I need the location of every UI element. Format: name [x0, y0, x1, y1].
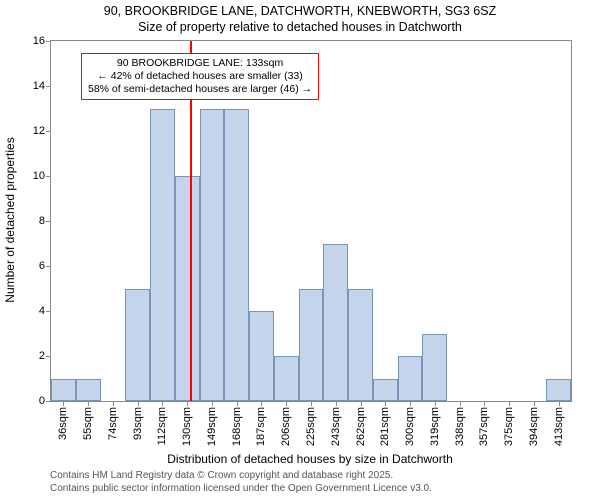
xtick-label: 55sqm: [82, 407, 94, 440]
attribution-line-1: Contains HM Land Registry data © Crown c…: [50, 470, 432, 483]
xtick-mark: [311, 401, 312, 406]
xtick-label: 281sqm: [379, 407, 391, 446]
ytick-label: 4: [39, 305, 45, 317]
histogram-bar: [546, 379, 571, 402]
ytick-mark: [46, 356, 51, 357]
ytick-label: 10: [33, 170, 45, 182]
ytick-mark: [46, 86, 51, 87]
xtick-label: 225sqm: [305, 407, 317, 446]
xtick-mark: [484, 401, 485, 406]
xtick-mark: [361, 401, 362, 406]
histogram-bar: [398, 356, 423, 401]
histogram-bar: [51, 379, 76, 402]
histogram-bar: [274, 356, 299, 401]
xtick-mark: [385, 401, 386, 406]
annotation-line: 58% of semi-detached houses are larger (…: [88, 83, 312, 96]
xtick-label: 413sqm: [553, 407, 565, 446]
ytick-mark: [46, 176, 51, 177]
ytick-mark: [46, 41, 51, 42]
xtick-label: 74sqm: [107, 407, 119, 440]
attribution-line-2: Contains public sector information licen…: [50, 483, 432, 496]
xtick-label: 206sqm: [280, 407, 292, 446]
ytick-label: 6: [39, 260, 45, 272]
xtick-mark: [286, 401, 287, 406]
xtick-mark: [113, 401, 114, 406]
xtick-label: 300sqm: [404, 407, 416, 446]
chart-titles: 90, BROOKBRIDGE LANE, DATCHWORTH, KNEBWO…: [0, 0, 600, 35]
ytick-mark: [46, 401, 51, 402]
attribution-text: Contains HM Land Registry data © Crown c…: [50, 470, 432, 495]
xtick-mark: [509, 401, 510, 406]
xtick-mark: [435, 401, 436, 406]
xtick-mark: [138, 401, 139, 406]
annotation-line: ← 42% of detached houses are smaller (33…: [88, 70, 312, 83]
ytick-label: 0: [39, 395, 45, 407]
xtick-label: 243sqm: [330, 407, 342, 446]
x-axis-label: Distribution of detached houses by size …: [50, 452, 570, 466]
xtick-mark: [212, 401, 213, 406]
histogram-bar: [373, 379, 398, 402]
histogram-bar: [422, 334, 447, 402]
ytick-mark: [46, 131, 51, 132]
xtick-label: 187sqm: [255, 407, 267, 446]
xtick-label: 36sqm: [57, 407, 69, 440]
title-line-2: Size of property relative to detached ho…: [0, 20, 600, 36]
xtick-label: 93sqm: [132, 407, 144, 440]
ytick-mark: [46, 311, 51, 312]
xtick-mark: [187, 401, 188, 406]
histogram-bar: [224, 109, 249, 402]
histogram-bar: [299, 289, 324, 402]
property-annotation: 90 BROOKBRIDGE LANE: 133sqm← 42% of deta…: [81, 53, 319, 100]
histogram-bar: [200, 109, 225, 402]
ytick-label: 12: [33, 125, 45, 137]
histogram-bar: [175, 176, 200, 401]
xtick-label: 394sqm: [528, 407, 540, 446]
xtick-label: 168sqm: [231, 407, 243, 446]
ytick-mark: [46, 266, 51, 267]
chart-container: 90, BROOKBRIDGE LANE, DATCHWORTH, KNEBWO…: [0, 0, 600, 500]
xtick-mark: [534, 401, 535, 406]
xtick-label: 338sqm: [454, 407, 466, 446]
y-axis-label: Number of detached properties: [3, 137, 17, 302]
xtick-mark: [410, 401, 411, 406]
plot-area: 024681012141636sqm55sqm74sqm93sqm112sqm1…: [50, 40, 572, 402]
xtick-label: 319sqm: [429, 407, 441, 446]
xtick-label: 149sqm: [206, 407, 218, 446]
xtick-label: 357sqm: [478, 407, 490, 446]
xtick-mark: [237, 401, 238, 406]
histogram-bar: [150, 109, 175, 402]
ytick-label: 14: [33, 80, 45, 92]
ytick-label: 8: [39, 215, 45, 227]
annotation-line: 90 BROOKBRIDGE LANE: 133sqm: [88, 57, 312, 70]
histogram-bar: [125, 289, 150, 402]
xtick-mark: [88, 401, 89, 406]
ytick-label: 16: [33, 35, 45, 47]
xtick-label: 112sqm: [156, 407, 168, 445]
xtick-mark: [261, 401, 262, 406]
histogram-bar: [323, 244, 348, 402]
histogram-bar: [348, 289, 373, 402]
histogram-bar: [76, 379, 101, 402]
ytick-mark: [46, 221, 51, 222]
ytick-label: 2: [39, 350, 45, 362]
histogram-bar: [249, 311, 274, 401]
xtick-mark: [162, 401, 163, 406]
title-line-1: 90, BROOKBRIDGE LANE, DATCHWORTH, KNEBWO…: [0, 4, 600, 20]
xtick-label: 262sqm: [355, 407, 367, 446]
xtick-mark: [559, 401, 560, 406]
xtick-mark: [460, 401, 461, 406]
xtick-label: 130sqm: [181, 407, 193, 446]
xtick-label: 375sqm: [503, 407, 515, 446]
xtick-mark: [63, 401, 64, 406]
xtick-mark: [336, 401, 337, 406]
